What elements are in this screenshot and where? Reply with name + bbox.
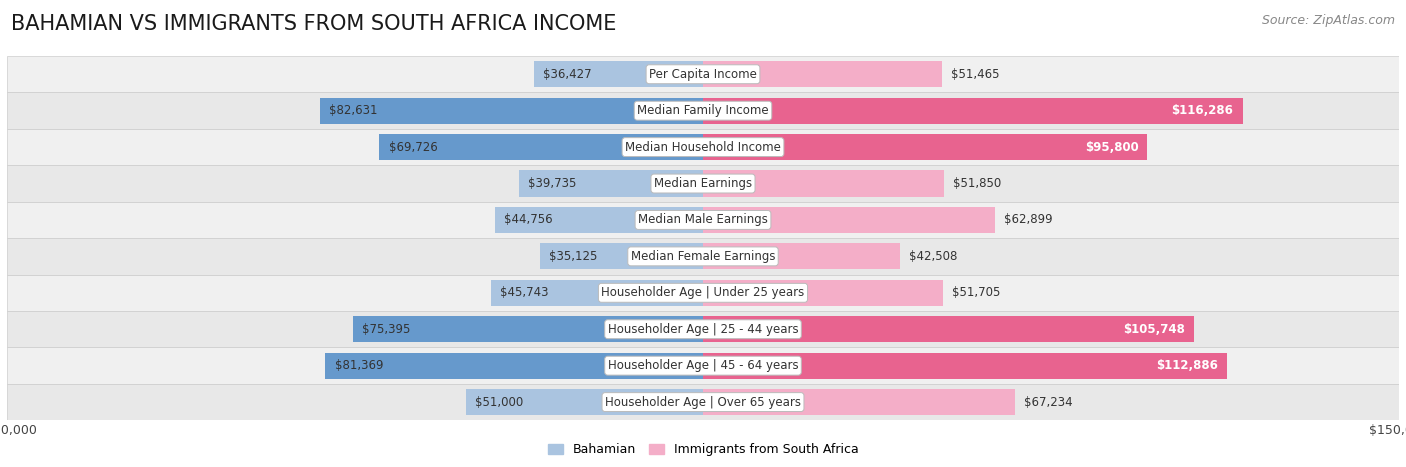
Bar	[540, 243, 703, 269]
Bar	[380, 134, 703, 160]
Text: $82,631: $82,631	[329, 104, 377, 117]
Text: $42,508: $42,508	[910, 250, 957, 263]
Text: Median Family Income: Median Family Income	[637, 104, 769, 117]
Bar	[325, 353, 703, 379]
Text: Householder Age | Over 65 years: Householder Age | Over 65 years	[605, 396, 801, 409]
Text: Householder Age | 25 - 44 years: Householder Age | 25 - 44 years	[607, 323, 799, 336]
Bar	[703, 353, 1227, 379]
Text: Source: ZipAtlas.com: Source: ZipAtlas.com	[1261, 14, 1395, 27]
Text: $75,395: $75,395	[363, 323, 411, 336]
Bar	[319, 98, 703, 124]
Text: Median Female Earnings: Median Female Earnings	[631, 250, 775, 263]
Bar	[703, 98, 1243, 124]
Bar	[703, 316, 1194, 342]
Bar	[353, 316, 703, 342]
Text: $81,369: $81,369	[335, 359, 382, 372]
Text: Median Male Earnings: Median Male Earnings	[638, 213, 768, 226]
Text: $67,234: $67,234	[1024, 396, 1073, 409]
Bar	[7, 238, 1399, 275]
Text: $51,000: $51,000	[475, 396, 523, 409]
Bar	[703, 207, 995, 233]
Text: $35,125: $35,125	[550, 250, 598, 263]
Text: $44,756: $44,756	[505, 213, 553, 226]
Bar	[703, 61, 942, 87]
Text: $95,800: $95,800	[1084, 141, 1139, 154]
Bar	[703, 280, 943, 306]
Text: $51,705: $51,705	[952, 286, 1000, 299]
Bar	[7, 56, 1399, 92]
Text: Householder Age | 45 - 64 years: Householder Age | 45 - 64 years	[607, 359, 799, 372]
Bar	[703, 170, 943, 197]
Text: $112,886: $112,886	[1156, 359, 1218, 372]
Text: $39,735: $39,735	[527, 177, 576, 190]
Bar	[703, 134, 1147, 160]
Text: $62,899: $62,899	[1004, 213, 1053, 226]
Text: $116,286: $116,286	[1171, 104, 1233, 117]
Bar	[534, 61, 703, 87]
Bar	[467, 389, 703, 415]
Text: $51,850: $51,850	[953, 177, 1001, 190]
Bar	[519, 170, 703, 197]
Text: Median Earnings: Median Earnings	[654, 177, 752, 190]
Bar	[703, 243, 900, 269]
Text: Median Household Income: Median Household Income	[626, 141, 780, 154]
Bar	[7, 92, 1399, 129]
Bar	[495, 207, 703, 233]
Bar	[7, 202, 1399, 238]
Bar	[7, 384, 1399, 420]
Text: $36,427: $36,427	[543, 68, 592, 81]
Text: $105,748: $105,748	[1123, 323, 1185, 336]
Text: $69,726: $69,726	[388, 141, 437, 154]
Text: Per Capita Income: Per Capita Income	[650, 68, 756, 81]
Text: Householder Age | Under 25 years: Householder Age | Under 25 years	[602, 286, 804, 299]
Text: $51,465: $51,465	[950, 68, 1000, 81]
Bar	[7, 129, 1399, 165]
Bar	[7, 275, 1399, 311]
Bar	[491, 280, 703, 306]
Legend: Bahamian, Immigrants from South Africa: Bahamian, Immigrants from South Africa	[543, 439, 863, 461]
Bar	[7, 165, 1399, 202]
Text: $45,743: $45,743	[499, 286, 548, 299]
Bar	[7, 347, 1399, 384]
Bar	[7, 311, 1399, 347]
Bar	[703, 389, 1015, 415]
Text: BAHAMIAN VS IMMIGRANTS FROM SOUTH AFRICA INCOME: BAHAMIAN VS IMMIGRANTS FROM SOUTH AFRICA…	[11, 14, 617, 34]
